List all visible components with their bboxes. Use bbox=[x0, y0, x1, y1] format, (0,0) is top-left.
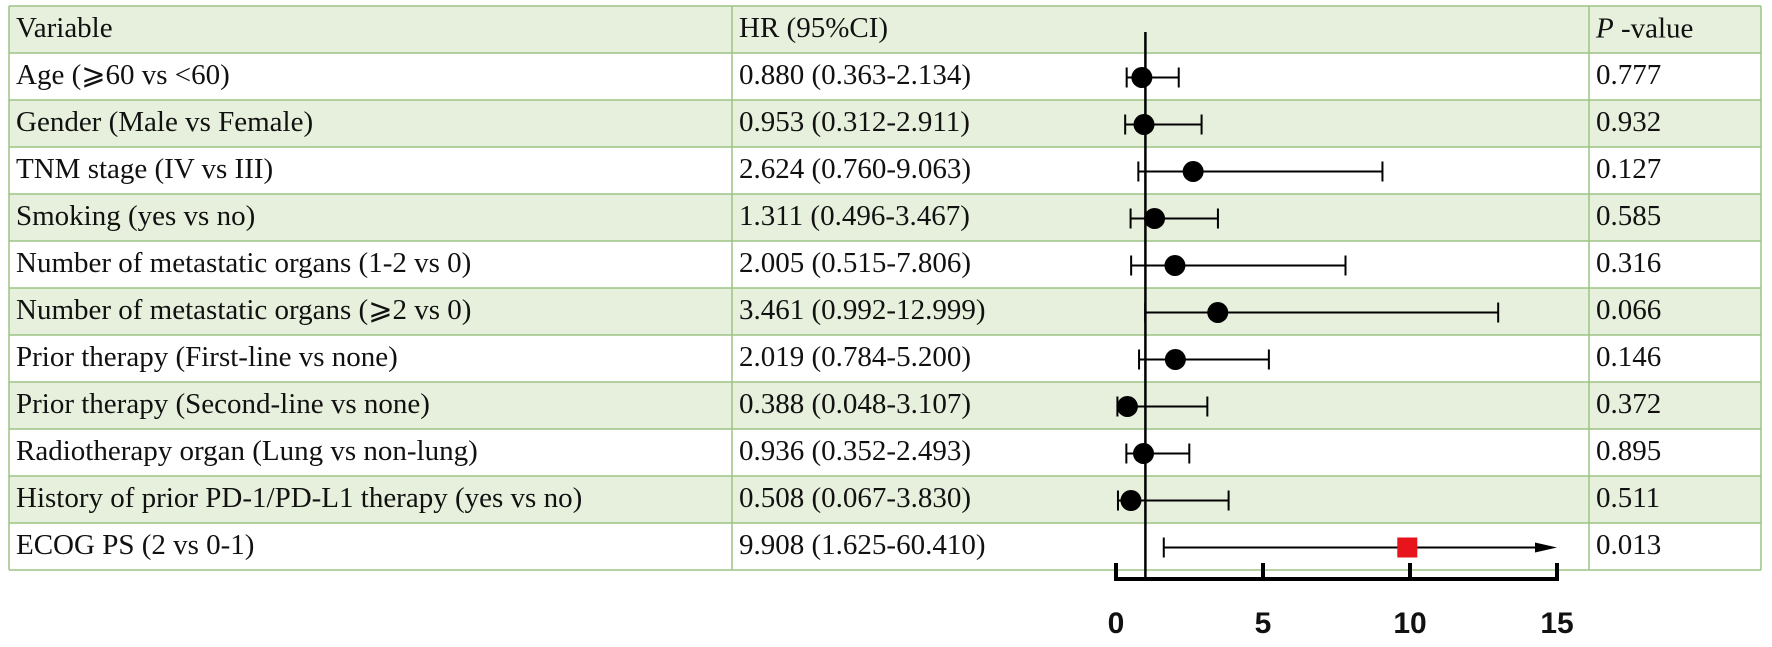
hr-label: 0.936 (0.352-2.493) bbox=[739, 435, 971, 467]
row-background bbox=[9, 6, 1761, 53]
hr-marker bbox=[1133, 443, 1155, 464]
header-variable: Variable bbox=[16, 12, 113, 44]
row-background bbox=[9, 476, 1761, 523]
hr-label: 2.624 (0.760-9.063) bbox=[739, 153, 971, 185]
hr-label: 2.019 (0.784-5.200) bbox=[739, 341, 971, 373]
variable-label: Number of metastatic organs (1-2 vs 0) bbox=[16, 247, 471, 279]
p-value: 0.066 bbox=[1596, 294, 1661, 326]
variable-label: Gender (Male vs Female) bbox=[16, 106, 313, 138]
variable-label: ECOG PS (2 vs 0-1) bbox=[16, 529, 254, 561]
variable-label: Smoking (yes vs no) bbox=[16, 200, 255, 232]
p-value: 0.372 bbox=[1596, 388, 1661, 420]
p-value: 0.932 bbox=[1596, 106, 1661, 138]
p-value: 0.777 bbox=[1596, 59, 1661, 91]
p-value: 0.127 bbox=[1596, 153, 1661, 185]
variable-label: TNM stage (IV vs III) bbox=[16, 153, 273, 185]
header-p-italic: P bbox=[1595, 12, 1614, 44]
hr-marker bbox=[1164, 255, 1186, 276]
variable-label: Number of metastatic organs (⩾2 vs 0) bbox=[16, 294, 471, 326]
hr-marker bbox=[1131, 67, 1153, 88]
variable-label: Prior therapy (First-line vs none) bbox=[16, 341, 398, 373]
hr-label: 0.388 (0.048-3.107) bbox=[739, 388, 971, 420]
variable-label: Radiotherapy organ (Lung vs non-lung) bbox=[16, 435, 478, 467]
hr-marker bbox=[1397, 537, 1418, 558]
hr-marker bbox=[1207, 302, 1229, 323]
p-value: 0.316 bbox=[1596, 247, 1661, 279]
hr-label: 2.005 (0.515-7.806) bbox=[739, 247, 971, 279]
p-value: 0.585 bbox=[1596, 200, 1661, 232]
hr-label: 0.953 (0.312-2.911) bbox=[739, 106, 970, 138]
row-background bbox=[9, 147, 1761, 194]
row-background bbox=[9, 100, 1761, 147]
p-value: 0.511 bbox=[1596, 482, 1660, 514]
x-tick-label: 15 bbox=[1540, 607, 1573, 640]
x-tick-label: 5 bbox=[1255, 607, 1272, 640]
variable-label: Prior therapy (Second-line vs none) bbox=[16, 388, 430, 420]
hr-label: 0.508 (0.067-3.830) bbox=[739, 482, 971, 514]
hr-marker bbox=[1182, 161, 1204, 182]
row-background bbox=[9, 335, 1761, 382]
p-value: 0.146 bbox=[1596, 341, 1661, 373]
row-background bbox=[9, 194, 1761, 241]
row-background bbox=[9, 53, 1761, 100]
header-p: P -value bbox=[1595, 12, 1693, 44]
hr-marker bbox=[1116, 396, 1138, 417]
hr-marker bbox=[1164, 349, 1186, 370]
variable-label: History of prior PD-1/PD-L1 therapy (yes… bbox=[16, 482, 582, 514]
x-tick-label: 0 bbox=[1108, 607, 1125, 640]
row-background bbox=[9, 241, 1761, 288]
row-background bbox=[9, 429, 1761, 476]
hr-marker bbox=[1120, 490, 1142, 511]
ci-arrow bbox=[1535, 542, 1557, 553]
header-p-rest: -value bbox=[1614, 12, 1694, 44]
hr-label: 9.908 (1.625-60.410) bbox=[739, 529, 985, 561]
x-tick-label: 10 bbox=[1393, 607, 1426, 640]
hr-marker bbox=[1144, 208, 1166, 229]
hr-marker bbox=[1133, 114, 1155, 135]
p-value: 0.013 bbox=[1596, 529, 1661, 561]
variable-label: Age (⩾60 vs <60) bbox=[16, 59, 230, 91]
hr-label: 3.461 (0.992-12.999) bbox=[739, 294, 985, 326]
row-background bbox=[9, 382, 1761, 429]
hr-label: 0.880 (0.363-2.134) bbox=[739, 59, 971, 91]
p-value: 0.895 bbox=[1596, 435, 1661, 467]
header-hr: HR (95%CI) bbox=[739, 12, 888, 44]
hr-label: 1.311 (0.496-3.467) bbox=[739, 200, 970, 232]
